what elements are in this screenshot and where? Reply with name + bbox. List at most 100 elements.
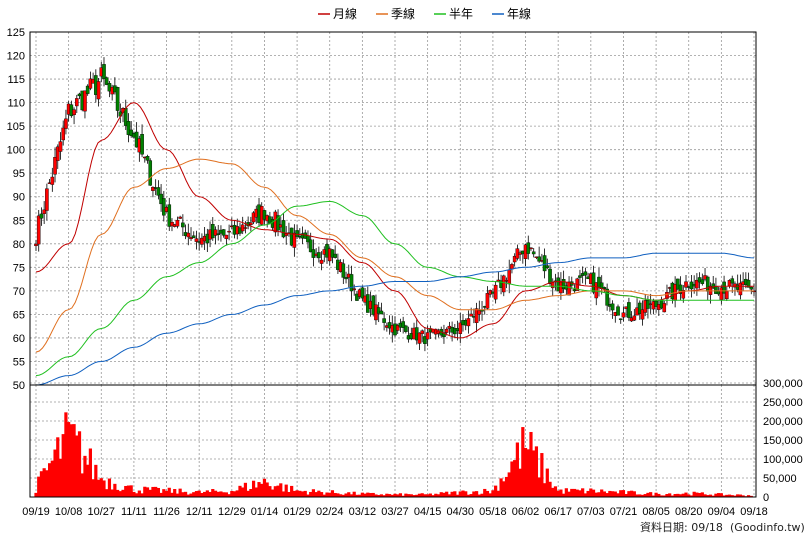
candle-body-232	[665, 291, 669, 299]
volume-tick-label-1: 250,000	[763, 397, 803, 409]
volume-bar-75	[238, 485, 242, 497]
candle-body-30	[115, 87, 120, 111]
volume-bar-117	[352, 491, 356, 497]
volume-bar-194	[562, 493, 566, 497]
candle-body-18	[83, 90, 87, 112]
candle-body-4	[45, 188, 49, 211]
volume-bar-22	[94, 464, 98, 497]
data-date-label: 資料日期: 09/18	[640, 520, 723, 534]
candle-body-163	[477, 310, 482, 315]
volume-bar-160	[469, 494, 473, 497]
volume-bar-112	[339, 494, 343, 497]
volume-bar-84	[262, 478, 267, 497]
candle-body-200	[578, 275, 582, 278]
candle-body-2	[39, 213, 44, 219]
volume-bar-259	[738, 494, 743, 497]
volume-bar-114	[344, 493, 348, 497]
date-tick-label-10: 03/12	[349, 506, 377, 518]
volume-bar-167	[488, 493, 492, 497]
candle-body-259	[738, 282, 743, 296]
volume-bar-101	[309, 491, 313, 497]
candle-body-43	[151, 186, 155, 191]
volume-bar-44	[154, 486, 158, 497]
candlesticks	[34, 57, 756, 352]
candle-body-66	[213, 229, 218, 236]
volume-bar-192	[556, 490, 560, 497]
volume-bar-254	[725, 494, 729, 497]
volume-bar-11	[64, 412, 68, 497]
volume-bar-125	[374, 494, 378, 497]
volume-bar-29	[113, 483, 117, 497]
candle-body-218	[627, 302, 631, 318]
volume-bar-255	[727, 494, 732, 497]
candle-body-254	[725, 291, 729, 300]
volume-bar-99	[303, 490, 307, 497]
candle-body-50	[170, 221, 174, 227]
volume-bar-245	[700, 492, 704, 497]
volume-bar-47	[162, 489, 166, 497]
volume-bar-43	[151, 486, 155, 497]
volume-bar-0	[34, 492, 38, 497]
candle-body-151	[444, 328, 449, 333]
volume-bar-65	[211, 489, 215, 497]
ma-line-2	[35, 200, 754, 377]
volume-bar-71	[227, 494, 231, 497]
volume-bar-239	[684, 492, 688, 497]
candle-body-41	[145, 156, 150, 161]
candle-body-120	[360, 287, 365, 299]
candle-body-67	[216, 233, 221, 235]
candle-body-118	[355, 293, 359, 301]
candle-body-228	[654, 300, 658, 307]
candle-body-79	[249, 222, 253, 226]
volume-bar-155	[455, 494, 460, 497]
volume-bar-186	[540, 453, 544, 497]
volume-bar-250	[714, 493, 718, 497]
volume-bar-258	[736, 494, 740, 497]
candle-body-126	[376, 307, 381, 314]
volume-bar-53	[178, 488, 182, 497]
volume-bar-170	[496, 490, 500, 497]
volume-bar-12	[67, 422, 71, 497]
volume-bar-184	[534, 446, 539, 497]
candle-body-45	[156, 187, 161, 196]
price-tick-label-9: 80	[13, 239, 25, 251]
volume-bar-88	[273, 486, 277, 497]
candle-body-3	[42, 209, 46, 214]
candle-body-110	[333, 253, 337, 258]
volume-bar-134	[398, 493, 403, 497]
volume-bar-10	[61, 434, 65, 497]
volume-bar-81	[254, 487, 258, 497]
volume-bar-139	[412, 495, 416, 497]
date-tick-label-16: 06/17	[544, 506, 572, 518]
volume-bar-253	[722, 495, 726, 497]
volume-bar-262	[746, 495, 751, 497]
volume-bar-162	[474, 491, 479, 497]
date-tick-label-14: 05/18	[479, 506, 507, 518]
volume-bar-6	[50, 460, 54, 497]
candle-body-39	[140, 134, 144, 155]
volume-bar-56	[186, 494, 190, 497]
volume-bar-187	[542, 483, 547, 497]
volume-bar-263	[749, 495, 753, 497]
volume-bar-21	[91, 479, 95, 497]
volume-bar-23	[96, 479, 101, 497]
volume-bar-242	[692, 491, 696, 497]
volume-bar-49	[167, 487, 171, 497]
candle-body-160	[469, 313, 473, 317]
volume-bar-7	[53, 449, 57, 497]
volume-bar-214	[616, 493, 620, 497]
volume-bar-154	[453, 491, 457, 497]
date-tick-label-1: 10/08	[55, 506, 83, 518]
ma-line-1	[35, 158, 754, 353]
candle-body-159	[466, 318, 471, 327]
volume-bar-227	[651, 495, 655, 497]
volume-bar-226	[649, 492, 653, 497]
volume-bar-189	[548, 481, 552, 497]
volume-bar-132	[393, 493, 397, 497]
candle-body-34	[126, 121, 131, 135]
legend-label-1: 季線	[391, 6, 415, 21]
candle-body-162	[474, 308, 479, 323]
candle-body-245	[700, 279, 705, 284]
candle-body-187	[542, 255, 547, 272]
volume-bar-1	[37, 476, 41, 497]
